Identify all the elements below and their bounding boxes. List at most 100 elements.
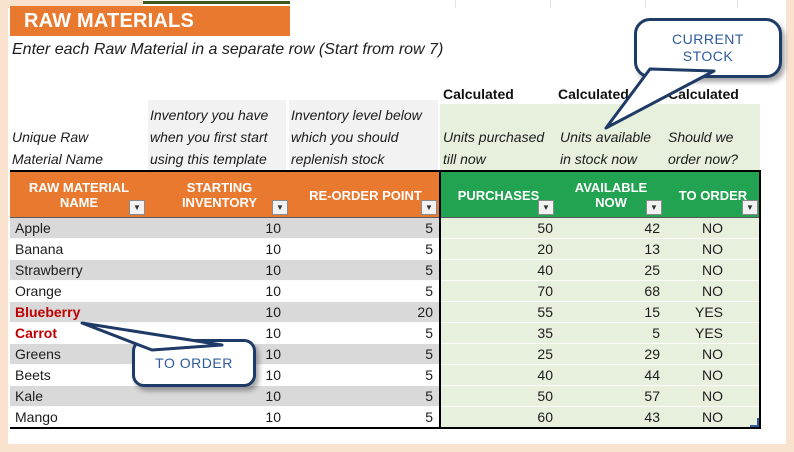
cell-material-name[interactable]: Banana — [10, 239, 148, 260]
cell-material-name[interactable]: Greens — [10, 344, 148, 365]
cell-material-name[interactable]: Orange — [10, 281, 148, 302]
cell-starting-inventory[interactable]: 10 — [148, 218, 291, 239]
cell-to-order[interactable]: NO — [665, 386, 761, 407]
to-order-callout[interactable]: TO ORDER — [132, 339, 256, 387]
cell-purchases[interactable]: 50 — [440, 218, 557, 239]
current-stock-callout[interactable]: CURRENT STOCK — [634, 18, 782, 78]
table-border — [10, 427, 761, 429]
cell-reorder-point[interactable]: 5 — [291, 260, 440, 281]
cell-material-name[interactable]: Mango — [10, 407, 148, 428]
filter-button[interactable]: ▼ — [742, 200, 758, 215]
cell-reorder-point[interactable]: 5 — [291, 323, 440, 344]
filter-button[interactable]: ▼ — [646, 200, 662, 215]
cell-to-order[interactable]: NO — [665, 260, 761, 281]
table-row: Orange 10 5 70 68 NO — [10, 281, 761, 302]
cell-to-order[interactable]: NO — [665, 239, 761, 260]
column-note-reorder-point: Inventory level below which you should r… — [291, 107, 422, 167]
cell-reorder-point[interactable]: 20 — [291, 302, 440, 323]
note-background — [148, 100, 286, 170]
gridline — [737, 0, 738, 8]
cell-available-now[interactable]: 25 — [557, 260, 665, 281]
cell-purchases[interactable]: 35 — [440, 323, 557, 344]
cell-starting-inventory[interactable]: 10 — [148, 302, 291, 323]
cell-to-order[interactable]: NO — [665, 407, 761, 428]
cell-material-name[interactable]: Apple — [10, 218, 148, 239]
table-border — [10, 217, 761, 218]
page-title: RAW MATERIALS — [24, 10, 194, 32]
table-header-row: RAW MATERIAL NAME ▼ STARTING INVENTORY ▼… — [10, 172, 761, 218]
calculated-label: Calculated — [443, 86, 514, 102]
cell-material-name[interactable]: Kale — [10, 386, 148, 407]
cell-material-name[interactable]: Carrot — [10, 323, 148, 344]
filter-button[interactable]: ▼ — [421, 200, 437, 215]
cell-available-now[interactable]: 44 — [557, 365, 665, 386]
table-row: Beets 10 5 40 44 NO — [10, 365, 761, 386]
cell-purchases[interactable]: 40 — [440, 365, 557, 386]
page-subtitle: Enter each Raw Material in a separate ro… — [12, 41, 444, 58]
cell-starting-inventory[interactable]: 10 — [148, 281, 291, 302]
cell-available-now[interactable]: 42 — [557, 218, 665, 239]
cell-available-now[interactable]: 13 — [557, 239, 665, 260]
column-header-purchases[interactable]: PURCHASES ▼ — [440, 172, 557, 218]
column-header-available-now[interactable]: AVAILABLE NOW ▼ — [557, 172, 665, 218]
frame-top — [0, 0, 143, 8]
cell-purchases[interactable]: 20 — [440, 239, 557, 260]
cell-available-now[interactable]: 57 — [557, 386, 665, 407]
cell-to-order[interactable]: NO — [665, 281, 761, 302]
table-row: Blueberry 10 20 55 15 YES — [10, 302, 761, 323]
cell-reorder-point[interactable]: 5 — [291, 281, 440, 302]
cell-available-now[interactable]: 15 — [557, 302, 665, 323]
calculated-label: Calculated — [668, 86, 739, 102]
cell-reorder-point[interactable]: 5 — [291, 386, 440, 407]
filter-dropdown-icon: ▼ — [276, 202, 284, 212]
filter-button[interactable]: ▼ — [129, 200, 145, 215]
column-header-raw-material-name[interactable]: RAW MATERIAL NAME ▼ — [10, 172, 148, 218]
filter-button[interactable]: ▼ — [272, 200, 288, 215]
cell-starting-inventory[interactable]: 10 — [148, 386, 291, 407]
cell-available-now[interactable]: 68 — [557, 281, 665, 302]
cell-reorder-point[interactable]: 5 — [291, 239, 440, 260]
filter-button[interactable]: ▼ — [538, 200, 554, 215]
cell-purchases[interactable]: 70 — [440, 281, 557, 302]
column-header-reorder-point[interactable]: RE-ORDER POINT ▼ — [291, 172, 440, 218]
cell-available-now[interactable]: 43 — [557, 407, 665, 428]
table-border — [439, 170, 441, 429]
cell-available-now[interactable]: 29 — [557, 344, 665, 365]
cell-purchases[interactable]: 25 — [440, 344, 557, 365]
cell-to-order[interactable]: NO — [665, 344, 761, 365]
gridline — [550, 0, 551, 8]
cell-to-order[interactable]: NO — [665, 218, 761, 239]
cell-reorder-point[interactable]: 5 — [291, 218, 440, 239]
cell-to-order[interactable]: YES — [665, 323, 761, 344]
frame-right — [786, 0, 794, 452]
note-background — [289, 100, 438, 170]
cell-material-name[interactable]: Strawberry — [10, 260, 148, 281]
cell-material-name[interactable]: Beets — [10, 365, 148, 386]
filter-dropdown-icon: ▼ — [133, 202, 141, 212]
cell-to-order[interactable]: YES — [665, 302, 761, 323]
filter-dropdown-icon: ▼ — [542, 202, 550, 212]
filter-dropdown-icon: ▼ — [425, 202, 433, 212]
cell-material-name[interactable]: Blueberry — [10, 302, 148, 323]
cell-starting-inventory[interactable]: 10 — [148, 407, 291, 428]
cell-available-now[interactable]: 5 — [557, 323, 665, 344]
table-row: Banana 10 5 20 13 NO — [10, 239, 761, 260]
cell-purchases[interactable]: 60 — [440, 407, 557, 428]
column-header-starting-inventory[interactable]: STARTING INVENTORY ▼ — [148, 172, 291, 218]
cell-purchases[interactable]: 40 — [440, 260, 557, 281]
cell-starting-inventory[interactable]: 10 — [148, 260, 291, 281]
table-row: Kale 10 5 50 57 NO — [10, 386, 761, 407]
column-header-to-order[interactable]: TO ORDER ▼ — [665, 172, 761, 218]
cell-to-order[interactable]: NO — [665, 365, 761, 386]
filter-dropdown-icon: ▼ — [746, 202, 754, 212]
table-resize-handle[interactable] — [750, 418, 759, 427]
cell-purchases[interactable]: 55 — [440, 302, 557, 323]
table-row: Carrot 10 5 35 5 YES — [10, 323, 761, 344]
cell-reorder-point[interactable]: 5 — [291, 344, 440, 365]
table-border — [759, 170, 761, 429]
cell-purchases[interactable]: 50 — [440, 386, 557, 407]
cell-reorder-point[interactable]: 5 — [291, 407, 440, 428]
cell-starting-inventory[interactable]: 10 — [148, 239, 291, 260]
column-note-name: Unique Raw Material Name — [12, 129, 104, 167]
cell-reorder-point[interactable]: 5 — [291, 365, 440, 386]
